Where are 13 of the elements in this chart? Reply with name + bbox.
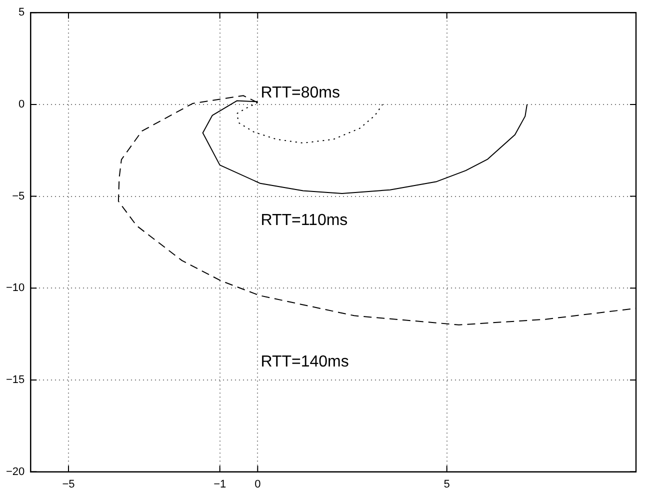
y-tick-label: −10 [6,282,25,294]
series-label: RTT=80ms [260,84,340,102]
y-tick-label: −20 [6,466,25,478]
x-tick-label: 5 [444,478,450,490]
x-tick-label: 0 [254,478,261,490]
y-tick-label: 0 [18,98,25,110]
y-tick-label: −15 [6,374,25,386]
series-label: RTT=110ms [260,212,348,230]
x-tick-label: −5 [62,478,75,490]
text: RTT=140ms [260,353,349,370]
x-tick-label: −1 [214,478,226,490]
y-tick-label: −5 [12,190,25,202]
y-tick-label: 5 [18,6,25,19]
